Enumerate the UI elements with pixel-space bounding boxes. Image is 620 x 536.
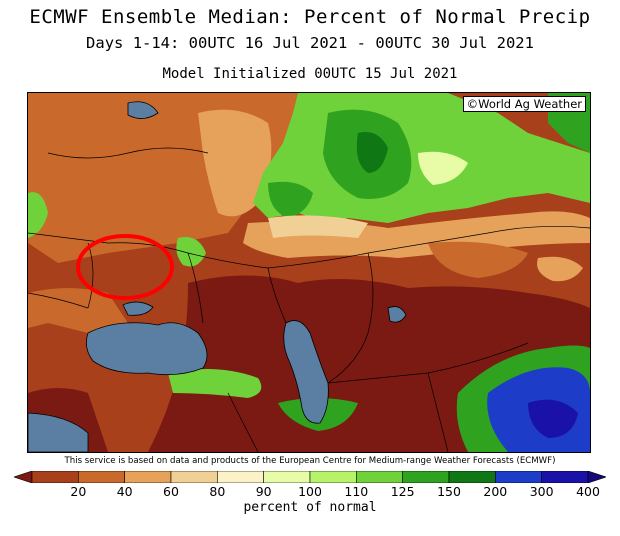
tan-patch-east bbox=[537, 256, 583, 282]
legend-tick-label: 125 bbox=[390, 484, 415, 499]
legend-swatch bbox=[78, 471, 125, 483]
legend-tick-label: 40 bbox=[116, 484, 133, 499]
legend-tick-label: 600 bbox=[614, 484, 620, 499]
light-green-patch bbox=[418, 151, 468, 185]
legend-swatch bbox=[448, 471, 496, 483]
legend-tick-label: 150 bbox=[437, 484, 461, 499]
wettest-north bbox=[356, 132, 388, 173]
legend-swatch bbox=[217, 471, 264, 483]
annotation-circle bbox=[76, 234, 174, 300]
legend-tick-label: 60 bbox=[163, 484, 179, 499]
black-sea bbox=[85, 322, 208, 376]
forecast-period: Days 1-14: 00UTC 16 Jul 2021 - 00UTC 30 … bbox=[86, 34, 534, 52]
precip-map[interactable]: ©World Ag Weather bbox=[27, 92, 591, 453]
wet-turkey-north-coast bbox=[168, 369, 262, 398]
country-borders bbox=[28, 147, 590, 452]
legend-tick-label: 20 bbox=[70, 484, 87, 499]
legend-swatch bbox=[263, 471, 311, 483]
legend-tick-label: 300 bbox=[529, 484, 554, 499]
wet-west-edge bbox=[28, 192, 48, 238]
legend-swatch bbox=[541, 471, 589, 483]
map-title: ECMWF Ensemble Median: Percent of Normal… bbox=[29, 6, 591, 28]
legend-swatch bbox=[402, 471, 450, 483]
sea-of-azov bbox=[122, 301, 154, 316]
legend-swatch bbox=[124, 471, 172, 483]
lake-north bbox=[127, 101, 159, 119]
legend-arrow-high bbox=[587, 471, 606, 483]
legend-swatch bbox=[170, 471, 218, 483]
model-init: Model Initialized 00UTC 15 Jul 2021 bbox=[162, 66, 458, 82]
legend-unit-label: percent of normal bbox=[243, 500, 377, 515]
legend-tick-label: 400 bbox=[576, 484, 600, 499]
legend-tick-label: 100 bbox=[298, 484, 322, 499]
caspian-sea bbox=[283, 320, 329, 424]
pale-transition-band bbox=[268, 215, 368, 238]
credit-label: ©World Ag Weather bbox=[462, 96, 586, 112]
dry-light-west bbox=[28, 288, 128, 333]
wet-patch-north-west bbox=[268, 181, 313, 218]
legend-swatch bbox=[356, 471, 403, 483]
tan-band-north bbox=[198, 109, 272, 217]
legend-swatch bbox=[309, 471, 357, 483]
legend-tick-label: 90 bbox=[255, 484, 272, 499]
legend-swatch bbox=[495, 471, 542, 483]
legend-tick-label: 110 bbox=[344, 484, 369, 499]
precip-map-canvas bbox=[28, 93, 590, 452]
extreme-wet-southeast bbox=[528, 399, 578, 438]
dry-light-kazakh bbox=[428, 241, 528, 278]
legend-tick-label: 200 bbox=[483, 484, 508, 499]
aral-sea bbox=[387, 306, 407, 323]
wet-patch-ukraine-east bbox=[176, 237, 206, 267]
mediterranean bbox=[28, 412, 89, 452]
legend-arrow-low bbox=[14, 471, 33, 483]
legend-tick-label: 80 bbox=[209, 484, 226, 499]
legend-swatch bbox=[31, 471, 79, 483]
disclaimer-text: This service is based on data and produc… bbox=[64, 456, 556, 466]
legend-colorbar bbox=[14, 471, 606, 483]
